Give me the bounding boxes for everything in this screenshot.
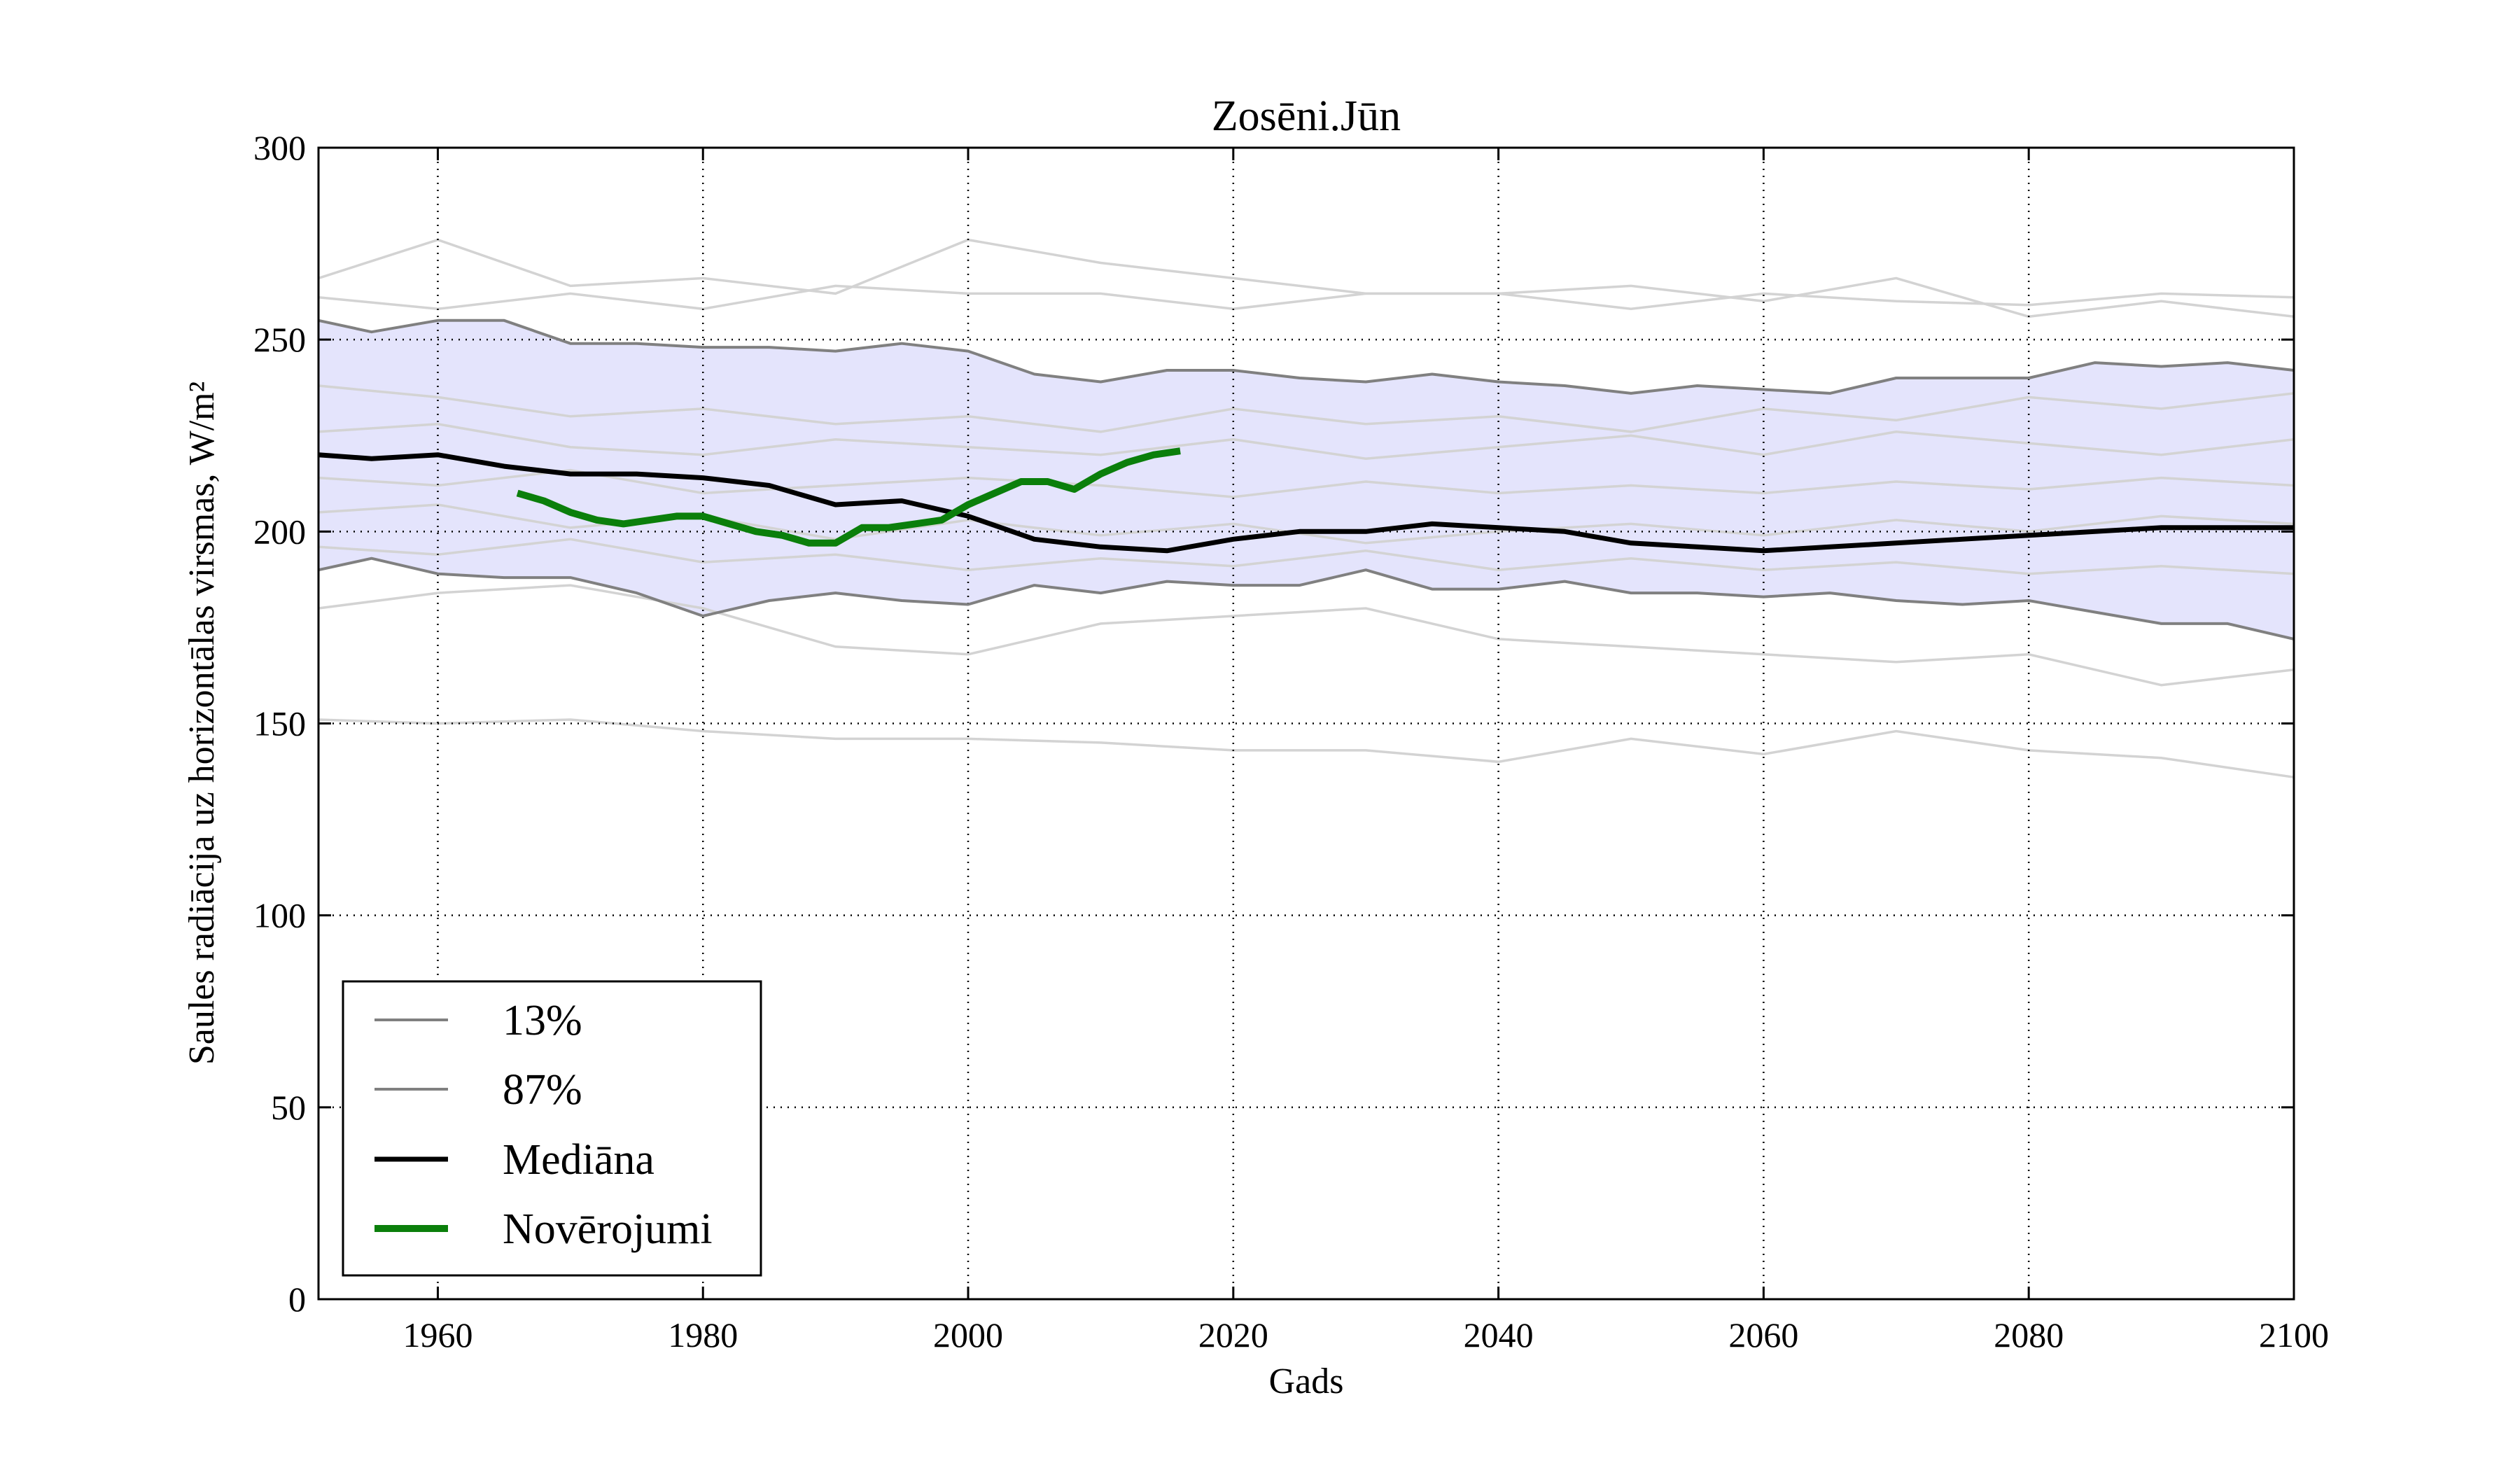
x-tick-label-2020: 2020 xyxy=(1198,1315,1268,1354)
x-tick-label-1960: 1960 xyxy=(402,1315,472,1354)
y-tick-label-200: 200 xyxy=(253,512,306,551)
y-tick-label-250: 250 xyxy=(253,320,306,359)
x-tick-label-1980: 1980 xyxy=(668,1315,738,1354)
legend-label-87: 87% xyxy=(503,1066,582,1114)
ensemble-line-7 xyxy=(318,538,2295,575)
ensemble-line-8 xyxy=(318,584,2295,687)
y-tick-label-0: 0 xyxy=(288,1280,306,1319)
legend-label-observations: Novērojumi xyxy=(503,1205,713,1253)
ensemble-line-2 xyxy=(318,284,2295,311)
ensemble-line-3 xyxy=(318,384,2295,433)
legend-label-median: Mediāna xyxy=(503,1136,654,1184)
x-tick-label-2000: 2000 xyxy=(933,1315,1003,1354)
percentile-13-line xyxy=(318,556,2295,640)
observations-line xyxy=(516,447,1181,547)
ensemble-line-4 xyxy=(318,423,2295,460)
x-tick-label-2060: 2060 xyxy=(1728,1315,1798,1354)
x-tick-label-2100: 2100 xyxy=(2259,1315,2329,1354)
x-axis-title: Gads xyxy=(1269,1362,1344,1401)
ensemble-line-9 xyxy=(318,718,2295,779)
y-tick-label-100: 100 xyxy=(253,896,306,935)
chart-title: Zosēni.Jūn xyxy=(1212,92,1401,140)
y-tick-label-150: 150 xyxy=(253,704,306,743)
legend-label-13: 13% xyxy=(503,997,582,1044)
x-tick-label-2040: 2040 xyxy=(1464,1315,1534,1354)
y-tick-label-300: 300 xyxy=(253,128,306,167)
median-line xyxy=(318,452,2294,554)
band-fill xyxy=(318,320,2294,639)
y-axis-title: Saules radiācija uz horizontālas virsmas… xyxy=(182,382,222,1065)
axis-ticks: 1960 1980 2000 2020 2040 2060 2080 2100 0 50 100 15… xyxy=(253,128,2329,1354)
percentile-87-line xyxy=(318,318,2295,395)
x-tick-label-2080: 2080 xyxy=(1994,1315,2064,1354)
ensemble-line-5 xyxy=(318,468,2295,498)
legend: 13% 87% Mediāna Novērojumi xyxy=(342,980,762,1277)
percentile-band xyxy=(318,320,2294,639)
series-lines xyxy=(318,318,2295,640)
y-tick-label-50: 50 xyxy=(271,1088,306,1127)
ensemble-line-1 xyxy=(318,238,2295,318)
